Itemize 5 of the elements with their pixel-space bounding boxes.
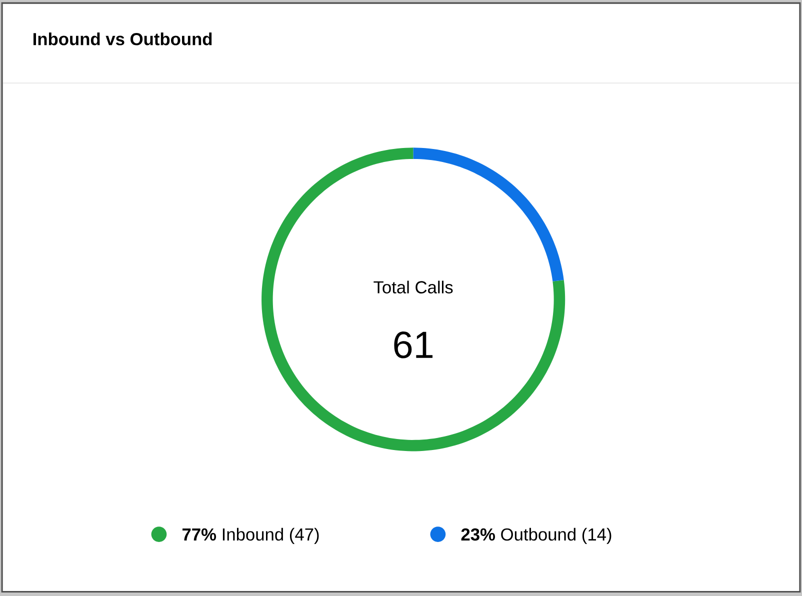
text: 61: [394, 332, 432, 358]
legend-label: 77% Inbound (47): [182, 528, 319, 544]
chart-title: Inbound vs Outbound: [34, 32, 212, 46]
legend-label: 23% Outbound (14): [461, 528, 612, 544]
text: Total Calls: [374, 280, 453, 294]
